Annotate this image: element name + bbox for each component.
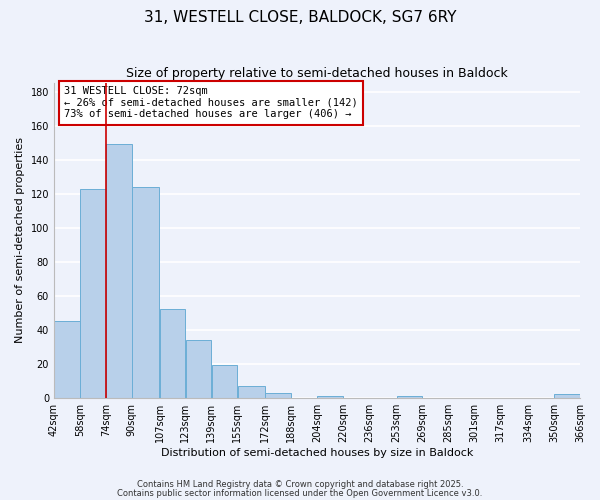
Bar bbox=[397, 396, 422, 398]
Bar bbox=[185, 340, 211, 398]
Bar bbox=[160, 310, 185, 398]
Bar bbox=[554, 394, 580, 398]
Text: Contains HM Land Registry data © Crown copyright and database right 2025.: Contains HM Land Registry data © Crown c… bbox=[137, 480, 463, 489]
Text: Contains public sector information licensed under the Open Government Licence v3: Contains public sector information licen… bbox=[118, 488, 482, 498]
Bar bbox=[265, 392, 291, 398]
Bar bbox=[238, 386, 265, 398]
Title: Size of property relative to semi-detached houses in Baldock: Size of property relative to semi-detach… bbox=[126, 68, 508, 80]
Bar bbox=[106, 144, 131, 398]
Bar bbox=[54, 321, 80, 398]
Y-axis label: Number of semi-detached properties: Number of semi-detached properties bbox=[15, 138, 25, 344]
Bar bbox=[317, 396, 343, 398]
Bar bbox=[212, 366, 237, 398]
Bar bbox=[132, 187, 159, 398]
Text: 31, WESTELL CLOSE, BALDOCK, SG7 6RY: 31, WESTELL CLOSE, BALDOCK, SG7 6RY bbox=[144, 10, 456, 25]
X-axis label: Distribution of semi-detached houses by size in Baldock: Distribution of semi-detached houses by … bbox=[161, 448, 473, 458]
Bar bbox=[80, 188, 106, 398]
Text: 31 WESTELL CLOSE: 72sqm
← 26% of semi-detached houses are smaller (142)
73% of s: 31 WESTELL CLOSE: 72sqm ← 26% of semi-de… bbox=[64, 86, 358, 120]
